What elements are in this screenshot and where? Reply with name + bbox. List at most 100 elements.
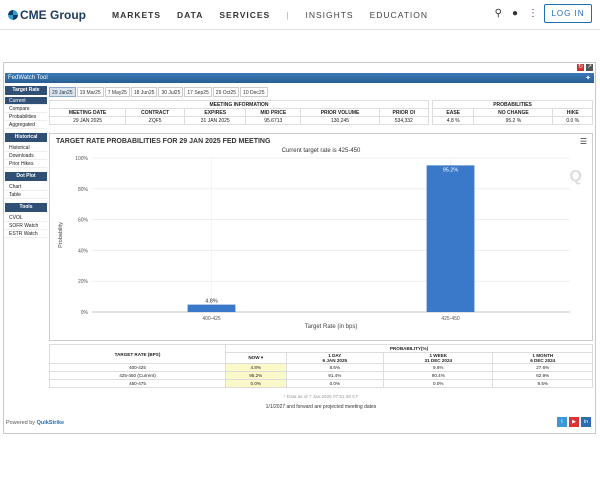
refresh-icon[interactable]: ↻: [577, 64, 584, 71]
prob-cell: 0.0%: [225, 379, 287, 388]
tab-meeting[interactable]: 18 Jun25: [130, 87, 158, 97]
prob-cell: 27.6%: [492, 363, 593, 372]
sidebar: Target Rate Current Compare Probabilitie…: [5, 86, 47, 238]
tab-meeting[interactable]: 17 Sep25: [184, 87, 212, 97]
chart-menu-icon[interactable]: ☰: [579, 137, 587, 146]
nav-data[interactable]: DATA: [177, 9, 204, 20]
y-tick-label: 80%: [78, 187, 89, 193]
probability-group-header: PROBABILITY(%): [225, 344, 593, 353]
cme-logo[interactable]: CME Group: [8, 8, 86, 22]
table-header: EXPIRES: [184, 108, 247, 117]
meeting-info-table: MEETING INFORMATION MEETING DATE CONTRAC…: [48, 100, 430, 125]
sidebar-section-historical: Historical: [5, 133, 47, 142]
prob-cell: 9.5%: [492, 379, 593, 388]
col-title: 1 WEEK: [429, 353, 448, 358]
tab-meeting[interactable]: 29 Oct25: [212, 87, 240, 97]
data-label: 95.2%: [443, 167, 459, 173]
chart-title: TARGET RATE PROBABILITIES FOR 29 JAN 202…: [56, 138, 271, 145]
linkedin-icon[interactable]: in: [581, 417, 591, 427]
main-nav: MARKETS DATA SERVICES | INSIGHTS EDUCATI…: [112, 10, 428, 20]
bar-400-425: [187, 304, 236, 312]
nav-services[interactable]: SERVICES: [219, 9, 271, 20]
nav-insights[interactable]: INSIGHTS: [305, 9, 354, 20]
sidebar-item-aggregated[interactable]: Aggregated: [5, 121, 47, 129]
tab-meeting[interactable]: 7 May25: [104, 87, 130, 97]
sidebar-section-tools: Tools: [5, 203, 47, 212]
table-header: MEETING DATE: [48, 108, 127, 117]
table-header: PRIOR VOLUME: [300, 108, 380, 117]
sidebar-item-current[interactable]: Current: [5, 97, 47, 105]
table-header: HIKE: [552, 108, 593, 117]
tab-meeting[interactable]: 19 Mar25: [76, 87, 104, 97]
x-axis-label: Target Rate (in bps): [305, 324, 358, 330]
powered-by-label: Powered by: [6, 420, 36, 426]
prob-cell: 91.4%: [285, 371, 385, 380]
sidebar-section-target-rate: Target Rate: [5, 86, 47, 95]
y-tick-label: 40%: [78, 248, 89, 254]
quikstrike-watermark: Q: [569, 168, 582, 185]
y-tick-label: 100%: [75, 156, 88, 162]
widget-title-bar: FedWatch Tool ✦: [5, 73, 594, 83]
table-header: NO CHANGE: [473, 108, 554, 117]
twitter-icon[interactable]: t: [557, 417, 567, 427]
table-cell: 95.2 %: [473, 116, 554, 125]
table-cell: 4.8 %: [431, 116, 475, 125]
sidebar-item-estr-watch[interactable]: ESTR Watch: [5, 230, 47, 238]
sidebar-item-probabilities[interactable]: Probabilities: [5, 113, 47, 121]
site-header: CME Group MARKETS DATA SERVICES | INSIGH…: [0, 0, 600, 30]
login-button[interactable]: LOG IN: [544, 4, 592, 23]
prob-cell: 0.0%: [383, 379, 494, 388]
sidebar-item-downloads[interactable]: Downloads: [5, 152, 47, 160]
tab-meeting[interactable]: 29 Jan25: [49, 87, 76, 97]
table-cell: 31 JAN 2025: [184, 116, 247, 125]
user-icon[interactable]: ●: [511, 8, 518, 19]
sort-icon[interactable]: ▾: [260, 355, 264, 360]
col-date: 6 JAN 2025: [322, 358, 348, 363]
col-title: 1 MONTH: [532, 353, 554, 358]
tab-meeting[interactable]: 30 Jul25: [158, 87, 184, 97]
rate-cell: 450-475: [49, 379, 226, 388]
table-cell: ZQF5: [125, 116, 186, 125]
sidebar-item-cvol[interactable]: CVOL: [5, 214, 47, 222]
sidebar-item-sofr-watch[interactable]: SOFR Watch: [5, 222, 47, 230]
col-title: 1 DAY: [328, 353, 342, 358]
table-row: 450-475 0.0% 0.0% 0.0% 9.5%: [49, 379, 593, 388]
table-cell: 534,332: [378, 116, 430, 125]
prob-cell: 4.8%: [225, 363, 287, 372]
sidebar-item-prior-hikes[interactable]: Prior Hikes: [5, 160, 47, 168]
nav-education[interactable]: EDUCATION: [369, 9, 429, 20]
table-cell: 95.6713: [245, 116, 302, 125]
tab-meeting[interactable]: 10 Dec25: [240, 87, 268, 97]
meeting-info-header: MEETING INFORMATION: [49, 100, 429, 109]
sidebar-section-dot-plot: Dot Plot: [5, 172, 47, 181]
youtube-icon[interactable]: ▶: [569, 417, 579, 427]
popout-icon[interactable]: ↗: [586, 64, 593, 71]
twitter-icon[interactable]: ✦: [585, 75, 591, 82]
sidebar-item-compare[interactable]: Compare: [5, 105, 47, 113]
logo-text: CME Group: [20, 7, 86, 22]
rate-cell: 400-425: [49, 363, 226, 372]
probabilities-header: PROBABILITIES: [432, 100, 593, 109]
nav-markets[interactable]: MARKETS: [112, 9, 162, 20]
nav-separator: |: [286, 9, 290, 20]
prob-cell: 62.9%: [492, 371, 593, 380]
apps-grid-icon[interactable]: ⋮: [528, 8, 538, 19]
meeting-tabs: 29 Jan25 19 Mar25 7 May25 18 Jun25 30 Ju…: [49, 87, 268, 97]
chart-svg: 0% 20% 40% 60% 80% 100% Probability 4.8% 400-425…: [58, 156, 570, 330]
sidebar-item-historical[interactable]: Historical: [5, 144, 47, 152]
bar-425-450: [426, 165, 475, 312]
table-header: PRIOR OI: [378, 108, 430, 117]
sidebar-item-chart[interactable]: Chart: [5, 183, 47, 191]
probabilities-table: PROBABILITIES EASE NO CHANGE HIKE 4.8 % …: [431, 100, 593, 125]
rate-cell: 425-450 (Current): [49, 371, 226, 380]
y-tick-label: 20%: [78, 279, 89, 285]
prob-cell: 95.2%: [225, 371, 287, 380]
chart-container: TARGET RATE PROBABILITIES FOR 29 JAN 202…: [49, 133, 593, 341]
quikstrike-brand[interactable]: QuikStrike: [36, 420, 65, 426]
y-axis-label: Probability: [58, 222, 64, 248]
sidebar-item-table[interactable]: Table: [5, 191, 47, 199]
table-row: 400-425 4.8% 8.6% 9.6% 27.6%: [49, 363, 593, 372]
table-cell: 29 JAN 2025: [48, 116, 127, 125]
search-icon[interactable]: ⚲: [494, 8, 502, 19]
table-header: EASE: [431, 108, 475, 117]
